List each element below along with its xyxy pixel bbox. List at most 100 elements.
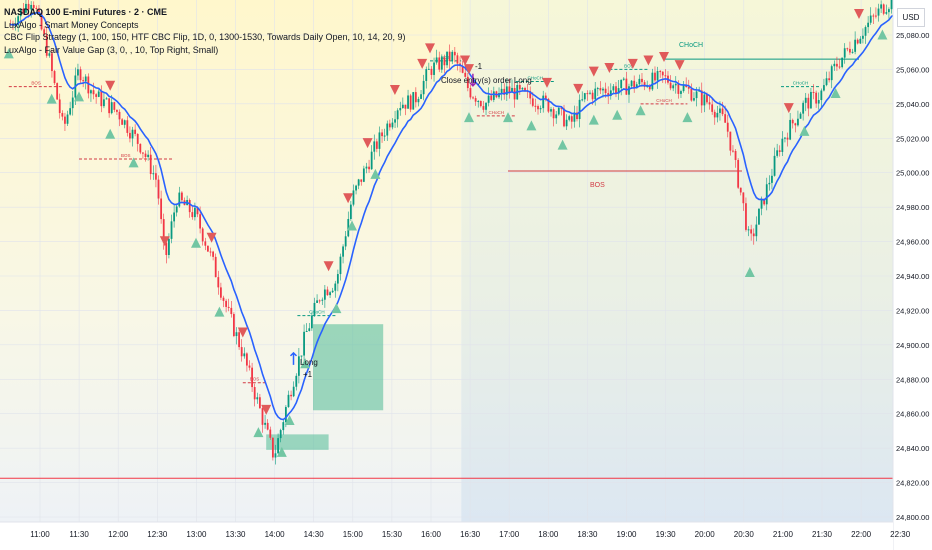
candle-body: [854, 39, 857, 52]
candle-body: [609, 90, 612, 97]
candle-body: [131, 129, 134, 139]
candle-body: [56, 83, 59, 100]
candle-body: [212, 251, 215, 257]
candle-body: [713, 111, 716, 118]
sell-signal-marker: [627, 58, 638, 69]
choch-label: CHoCH: [679, 42, 704, 49]
y-tick-label: 24,820.00: [896, 479, 929, 488]
candle-body: [711, 104, 714, 112]
candle-body: [661, 71, 664, 76]
candle-body: [391, 122, 394, 128]
indicator-cbc[interactable]: CBC Flip Strategy (1, 100, 150, HTF CBC …: [4, 32, 406, 42]
candle-body: [19, 8, 22, 17]
candle-body: [500, 88, 503, 94]
x-tick-label: 12:30: [147, 530, 168, 539]
candle-body: [810, 91, 812, 109]
candle-body: [851, 51, 854, 53]
candle-body: [243, 353, 246, 357]
buy-signal-marker: [503, 112, 513, 123]
candle-body: [875, 15, 877, 17]
candle-body: [570, 116, 573, 122]
x-tick-label: 20:30: [734, 530, 755, 539]
candle-body: [841, 57, 844, 68]
sell-signal-marker: [854, 9, 864, 19]
candle-body: [750, 229, 753, 234]
candle-body: [690, 88, 693, 101]
x-tick-label: 17:00: [499, 530, 520, 539]
sell-signal-marker: [237, 327, 248, 338]
candle-body: [378, 132, 381, 149]
candle-body: [53, 71, 56, 84]
x-tick-label: 21:30: [812, 530, 833, 539]
candle-body: [173, 212, 176, 222]
sell-signal-marker: [674, 60, 685, 71]
structure-label-6: BOS: [441, 55, 451, 60]
candle-body: [30, 4, 33, 10]
candle-body: [157, 179, 160, 199]
candle-body: [305, 330, 308, 332]
indicator-fvg[interactable]: LuxAlgo - Fair Value Gap (3, 0, , 10, To…: [4, 44, 219, 55]
candle-body: [113, 102, 116, 110]
candle-body: [563, 108, 565, 127]
candle-body: [680, 91, 682, 94]
candle-body: [66, 114, 69, 124]
candle-body: [456, 55, 459, 64]
candle-body: [295, 375, 298, 387]
candle-body: [477, 100, 480, 102]
structure-label-11: CHoCH: [793, 81, 809, 86]
candle-body: [867, 22, 870, 28]
candle-body: [165, 242, 168, 256]
close-entry-label: Close entry(s) order Long: [441, 76, 532, 85]
candle-body: [362, 168, 365, 182]
candle-body: [890, 0, 893, 10]
x-tick-label: 11:30: [69, 530, 89, 539]
candle-body: [503, 88, 506, 95]
candle-body: [492, 91, 495, 100]
candle-body: [836, 63, 838, 67]
x-tick-label: 15:00: [343, 530, 364, 539]
bos-label: BOS: [590, 182, 605, 189]
candle-body: [687, 86, 690, 89]
candle-body: [758, 208, 760, 225]
currency-button[interactable]: USD: [897, 8, 925, 27]
symbol-title[interactable]: NASDAQ 100 E-mini Futures · 2 · CME: [4, 7, 168, 17]
candle-body: [729, 131, 732, 151]
candle-body: [235, 332, 238, 337]
candle-body: [518, 85, 521, 90]
candle-body: [84, 76, 87, 82]
candle-body: [365, 166, 368, 169]
candle-body: [539, 108, 542, 110]
candle-body: [633, 80, 636, 89]
candle-body: [607, 93, 610, 97]
candle-body: [443, 57, 446, 66]
candle-body: [100, 91, 103, 107]
candle-body: [425, 69, 428, 81]
candle-body: [862, 35, 864, 39]
structure-label-2: BOS: [31, 81, 41, 86]
long-entry-label: Long: [300, 358, 318, 367]
sell-signal-marker: [105, 80, 116, 91]
candle-body: [823, 85, 825, 91]
candle-body: [277, 438, 279, 454]
candle-body: [469, 88, 472, 98]
candle-body: [58, 99, 61, 114]
candle-body: [401, 104, 404, 109]
candle-body: [207, 245, 209, 252]
y-tick-label: 24,960.00: [896, 238, 929, 247]
candle-body: [238, 332, 240, 348]
candle-body: [105, 98, 108, 100]
candle-body: [191, 212, 194, 218]
candle-body: [118, 111, 121, 120]
session-shade-left: [0, 0, 462, 522]
candle-body: [643, 82, 646, 87]
candle-body: [349, 204, 352, 219]
x-tick-label: 19:30: [656, 530, 677, 539]
candle-body: [352, 190, 355, 205]
candle-body: [368, 166, 370, 170]
candle-body: [51, 53, 53, 72]
candle-body: [859, 38, 862, 44]
indicator-smc[interactable]: LuxAlgo - Smart Money Concepts: [4, 19, 139, 30]
candle-body: [724, 114, 727, 123]
sell-signal-marker: [323, 261, 334, 272]
